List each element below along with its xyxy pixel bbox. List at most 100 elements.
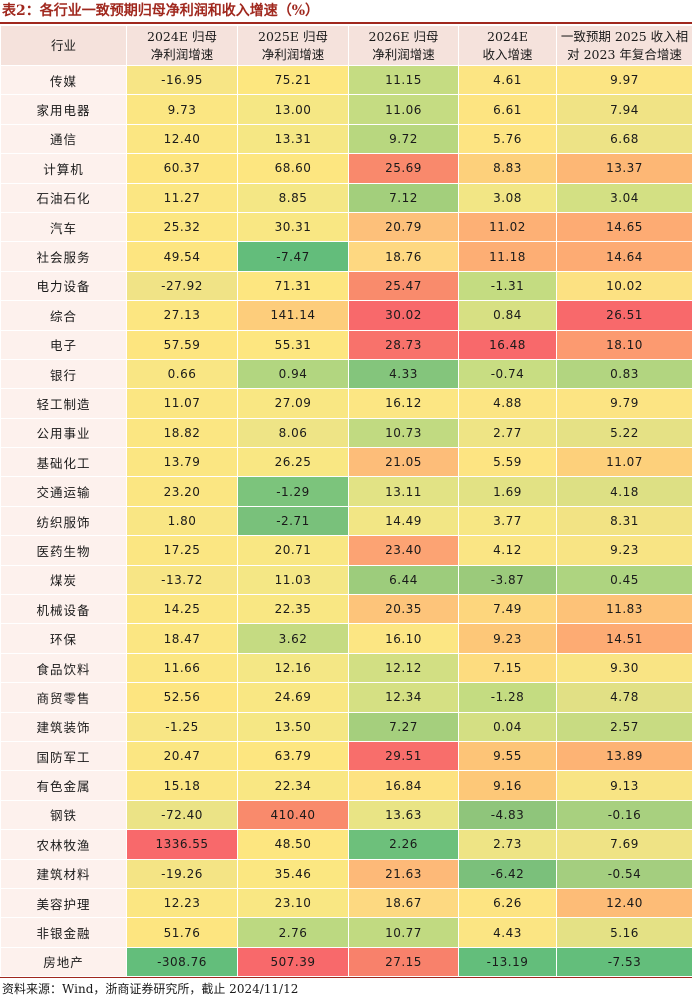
value-cell: 18.82 [126,417,238,449]
value-cell: 11.02 [458,211,557,243]
growth-table: 行业 2024E 归母 净利润增速 2025E 归母 净利润增速 2026E 归母 净利润增… [0,25,693,978]
value-cell: 12.12 [348,652,459,684]
value-cell: 9.23 [556,535,693,566]
value-cell: -13.19 [458,946,557,978]
value-cell: 16.48 [458,329,557,360]
table-row: 环保 18.47 3.62 16.10 9.23 14.51 [0,623,693,654]
value-cell: 410.40 [237,799,349,831]
value-cell: 2.57 [556,711,693,742]
value-cell: 16.10 [348,623,459,654]
industry-name: 建筑装饰 [0,711,127,742]
value-cell: 4.78 [556,682,693,713]
table-row: 食品饮料 11.66 12.16 12.12 7.15 9.30 [0,652,693,684]
value-cell: 26.25 [237,447,349,478]
table-row: 房地产 -308.76 507.39 27.15 -13.19 -7.53 [0,946,693,978]
value-cell: 11.06 [348,94,459,125]
value-cell: 20.47 [126,740,238,772]
value-cell: 26.51 [556,300,693,331]
industry-name: 基础化工 [0,447,127,478]
value-cell: 1.69 [458,476,557,507]
column-header-line2: 净利润增速 [261,46,325,62]
table-row: 商贸零售 52.56 24.69 12.34 -1.28 4.78 [0,682,693,713]
value-cell: -308.76 [126,946,238,978]
value-cell: -0.74 [458,358,557,390]
value-cell: 23.40 [348,535,459,566]
industry-name: 电子 [0,329,127,360]
table-row: 电力设备 -27.92 71.31 25.47 -1.31 10.02 [0,270,693,302]
value-cell: -3.87 [458,564,557,596]
value-cell: 12.40 [126,123,238,155]
value-cell: 11.66 [126,652,238,684]
value-cell: 13.63 [348,799,459,831]
table-row: 社会服务 49.54 -7.47 18.76 11.18 14.64 [0,241,693,272]
value-cell: 7.12 [348,182,459,213]
table-row: 机械设备 14.25 22.35 20.35 7.49 11.83 [0,594,693,625]
value-cell: 5.76 [458,123,557,155]
value-cell: -13.72 [126,564,238,596]
industry-name: 建筑材料 [0,858,127,889]
industry-name: 商贸零售 [0,682,127,713]
industry-name: 家用电器 [0,94,127,125]
table-row: 美容护理 12.23 23.10 18.67 6.26 12.40 [0,887,693,919]
value-cell: 4.12 [458,535,557,566]
column-header-line2: 对 2023 年复合增速 [567,46,682,62]
value-cell: 21.05 [348,447,459,478]
table-row: 基础化工 13.79 26.25 21.05 5.59 11.07 [0,447,693,478]
value-cell: 13.00 [237,94,349,125]
value-cell: 22.34 [237,770,349,801]
value-cell: 8.83 [458,153,557,184]
value-cell: 12.34 [348,682,459,713]
value-cell: 13.89 [556,740,693,772]
value-cell: 30.31 [237,211,349,243]
value-cell: 11.07 [556,447,693,478]
value-cell: 3.77 [458,505,557,537]
column-header-3: 2026E 归母 净利润增速 [348,25,459,66]
value-cell: 49.54 [126,241,238,272]
value-cell: 0.84 [458,300,557,331]
value-cell: 13.11 [348,476,459,507]
value-cell: 6.61 [458,94,557,125]
table-row: 传媒 -16.95 75.21 11.15 4.61 9.97 [0,64,693,96]
table-row: 农林牧渔 1336.55 48.50 2.26 2.73 7.69 [0,829,693,860]
value-cell: 20.79 [348,211,459,243]
table-title: 表2：各行业一致预期归母净利润和收入增速（%） [2,3,320,19]
value-cell: 1.80 [126,505,238,537]
value-cell: -72.40 [126,799,238,831]
value-cell: -7.53 [556,946,693,978]
title-divider [0,22,692,24]
value-cell: -1.25 [126,711,238,742]
value-cell: -0.54 [556,858,693,889]
column-header-line2: 净利润增速 [372,46,435,62]
value-cell: 507.39 [237,946,349,978]
value-cell: 51.76 [126,917,238,948]
value-cell: -0.16 [556,799,693,831]
value-cell: 11.18 [458,241,557,272]
value-cell: 12.16 [237,652,349,684]
value-cell: 9.79 [556,388,693,419]
value-cell: 9.72 [348,123,459,155]
value-cell: 7.94 [556,94,693,125]
value-cell: 8.31 [556,505,693,537]
value-cell: 14.64 [556,241,693,272]
value-cell: 21.63 [348,858,459,889]
value-cell: 18.10 [556,329,693,360]
table-row: 计算机 60.37 68.60 25.69 8.83 13.37 [0,153,693,184]
value-cell: -7.47 [237,241,349,272]
value-cell: 71.31 [237,270,349,302]
value-cell: 14.25 [126,594,238,625]
value-cell: -19.26 [126,858,238,889]
value-cell: 13.37 [556,153,693,184]
value-cell: 8.85 [237,182,349,213]
value-cell: 60.37 [126,153,238,184]
value-cell: 11.07 [126,388,238,419]
value-cell: 14.51 [556,623,693,654]
value-cell: 14.65 [556,211,693,243]
value-cell: 5.16 [556,917,693,948]
table-row: 综合 27.13 141.14 30.02 0.84 26.51 [0,300,693,331]
industry-name: 公用事业 [0,417,127,449]
value-cell: 15.18 [126,770,238,801]
value-cell: 30.02 [348,300,459,331]
column-header-4: 2024E 收入增速 [458,25,557,66]
industry-name: 纺织服饰 [0,505,127,537]
table-row: 通信 12.40 13.31 9.72 5.76 6.68 [0,123,693,155]
